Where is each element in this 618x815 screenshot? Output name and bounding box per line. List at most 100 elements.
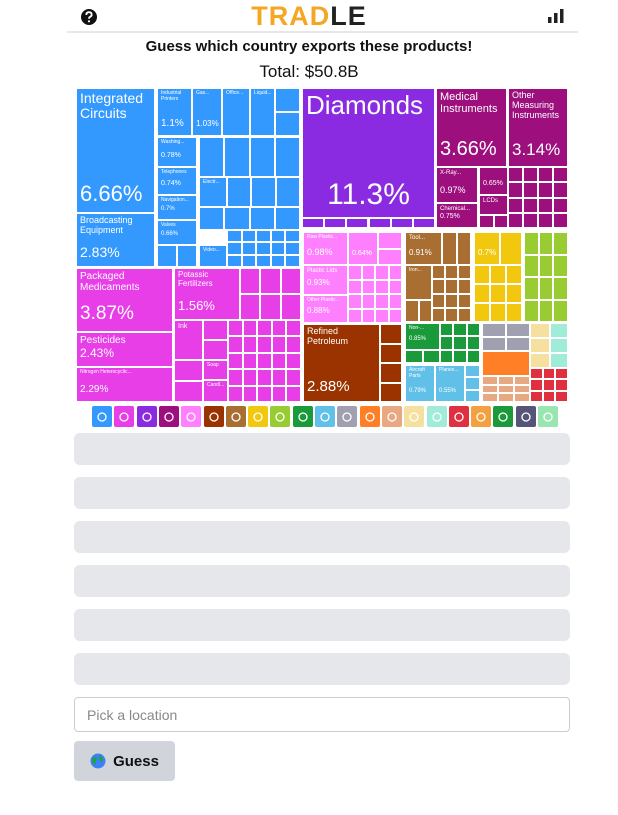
treemap-small-tile[interactable] — [285, 242, 300, 255]
category-icon[interactable] — [493, 406, 514, 427]
treemap-small-tile[interactable] — [538, 182, 553, 198]
treemap-small-tile[interactable] — [550, 338, 568, 353]
treemap-small-tile[interactable] — [286, 320, 301, 337]
treemap-tile[interactable]: Diamonds 11.3% — [302, 88, 435, 218]
treemap-small-tile[interactable] — [224, 207, 250, 230]
treemap-small-tile[interactable] — [275, 112, 300, 136]
treemap-small-tile[interactable] — [466, 323, 480, 337]
treemap-small-tile[interactable] — [524, 299, 539, 322]
treemap-small-tile[interactable] — [324, 218, 347, 228]
treemap-small-tile[interactable] — [227, 230, 242, 243]
treemap-small-tile[interactable] — [542, 379, 556, 391]
treemap-tile[interactable]: Industrial Printers 1.1% — [157, 88, 192, 136]
treemap-tile[interactable]: Tool... 0.91% — [405, 232, 442, 265]
treemap-small-tile[interactable] — [432, 307, 445, 322]
treemap-small-tile[interactable] — [199, 207, 225, 230]
treemap-small-tile[interactable] — [445, 279, 458, 294]
treemap-small-tile[interactable] — [260, 268, 281, 294]
treemap-tile[interactable]: Ink — [174, 320, 203, 360]
treemap-small-tile[interactable] — [418, 300, 432, 322]
category-icon[interactable] — [315, 406, 335, 427]
treemap-small-tile[interactable] — [227, 254, 242, 267]
treemap-small-tile[interactable] — [270, 230, 286, 243]
treemap-small-tile[interactable] — [508, 197, 523, 213]
treemap-small-tile[interactable] — [405, 300, 419, 322]
category-icon[interactable] — [471, 406, 492, 427]
location-input[interactable]: Pick a location — [74, 697, 570, 732]
category-icon[interactable] — [426, 406, 447, 427]
treemap-small-tile[interactable] — [271, 385, 287, 402]
treemap-small-tile[interactable] — [498, 393, 514, 402]
treemap-tile[interactable]: Pesticides 2.43% — [76, 332, 173, 367]
treemap-tile[interactable]: Telephones 0.74% — [157, 167, 197, 195]
treemap-small-tile[interactable] — [348, 265, 362, 280]
treemap-small-tile[interactable] — [445, 293, 458, 308]
treemap-small-tile[interactable] — [286, 336, 301, 353]
treemap-small-tile[interactable] — [508, 182, 523, 198]
treemap-tile[interactable]: Other Plastic... 0.88% — [303, 295, 348, 323]
treemap-small-tile[interactable] — [257, 336, 272, 353]
treemap-small-tile[interactable] — [227, 242, 242, 255]
treemap-small-tile[interactable] — [348, 308, 362, 323]
treemap-tile[interactable]: Office... — [222, 88, 250, 136]
treemap-small-tile[interactable] — [506, 323, 530, 337]
treemap-small-tile[interactable] — [555, 379, 568, 391]
treemap-small-tile[interactable] — [538, 299, 554, 322]
treemap-small-tile[interactable] — [375, 308, 389, 323]
treemap-small-tile[interactable] — [553, 277, 568, 300]
category-icon[interactable] — [448, 406, 469, 427]
treemap-tile[interactable]: Plastic Lids 0.93% — [303, 265, 348, 295]
treemap-small-tile[interactable] — [274, 137, 300, 177]
treemap-small-tile[interactable] — [490, 303, 506, 322]
treemap-small-tile[interactable] — [388, 294, 402, 309]
category-icon[interactable] — [381, 406, 402, 427]
treemap-small-tile[interactable] — [555, 390, 568, 402]
category-icon[interactable] — [538, 406, 558, 427]
treemap-small-tile[interactable] — [432, 279, 445, 294]
treemap-small-tile[interactable] — [482, 384, 498, 394]
treemap-tile[interactable]: Integrated Circuits 6.66% — [76, 88, 155, 213]
treemap-small-tile[interactable] — [286, 369, 301, 386]
treemap-tile[interactable]: 0.65% — [479, 167, 508, 195]
treemap-small-tile[interactable] — [542, 390, 556, 402]
guess-button[interactable]: Guess — [74, 741, 175, 781]
treemap-small-tile[interactable] — [474, 284, 490, 303]
treemap-tile[interactable]: Soap — [203, 360, 228, 380]
treemap-small-tile[interactable] — [550, 323, 568, 338]
treemap-small-tile[interactable] — [285, 254, 300, 267]
treemap-tile[interactable]: Electr... — [199, 177, 227, 207]
treemap-small-tile[interactable] — [514, 384, 530, 394]
treemap-small-tile[interactable] — [530, 338, 550, 353]
treemap-small-tile[interactable] — [380, 324, 402, 344]
treemap-tile[interactable]: 0.7% — [474, 232, 500, 265]
treemap-small-tile[interactable] — [482, 323, 506, 337]
treemap-small-tile[interactable] — [177, 245, 197, 267]
treemap-small-tile[interactable] — [348, 279, 362, 294]
treemap-small-tile[interactable] — [466, 336, 480, 350]
treemap-small-tile[interactable] — [249, 137, 275, 177]
treemap-small-tile[interactable] — [270, 242, 286, 255]
treemap-tile[interactable]: Nitrogen Heterocyclic... 2.29% — [76, 367, 173, 402]
treemap-small-tile[interactable] — [380, 363, 402, 383]
treemap-small-tile[interactable] — [458, 307, 471, 322]
treemap-small-tile[interactable] — [524, 232, 539, 255]
treemap-small-tile[interactable] — [530, 323, 550, 338]
treemap-tile[interactable]: Raw Plastic... 0.98% — [303, 232, 348, 265]
treemap-small-tile[interactable] — [465, 365, 480, 378]
treemap-small-tile[interactable] — [514, 393, 530, 402]
treemap-small-tile[interactable] — [538, 277, 554, 300]
treemap-small-tile[interactable] — [174, 381, 203, 402]
treemap-small-tile[interactable] — [378, 248, 402, 265]
treemap-small-tile[interactable] — [157, 245, 177, 267]
treemap-tile[interactable]: Washing... 0.78% — [157, 137, 197, 167]
category-icon[interactable] — [270, 406, 291, 427]
treemap-small-tile[interactable] — [361, 294, 375, 309]
treemap-small-tile[interactable] — [257, 385, 272, 402]
treemap-small-tile[interactable] — [271, 352, 287, 370]
treemap-small-tile[interactable] — [542, 368, 556, 380]
treemap-tile[interactable]: Candl... — [203, 380, 228, 402]
treemap-small-tile[interactable] — [375, 265, 389, 280]
treemap-small-tile[interactable] — [390, 218, 413, 228]
treemap-small-tile[interactable] — [199, 137, 225, 177]
treemap-small-tile[interactable] — [271, 369, 287, 386]
